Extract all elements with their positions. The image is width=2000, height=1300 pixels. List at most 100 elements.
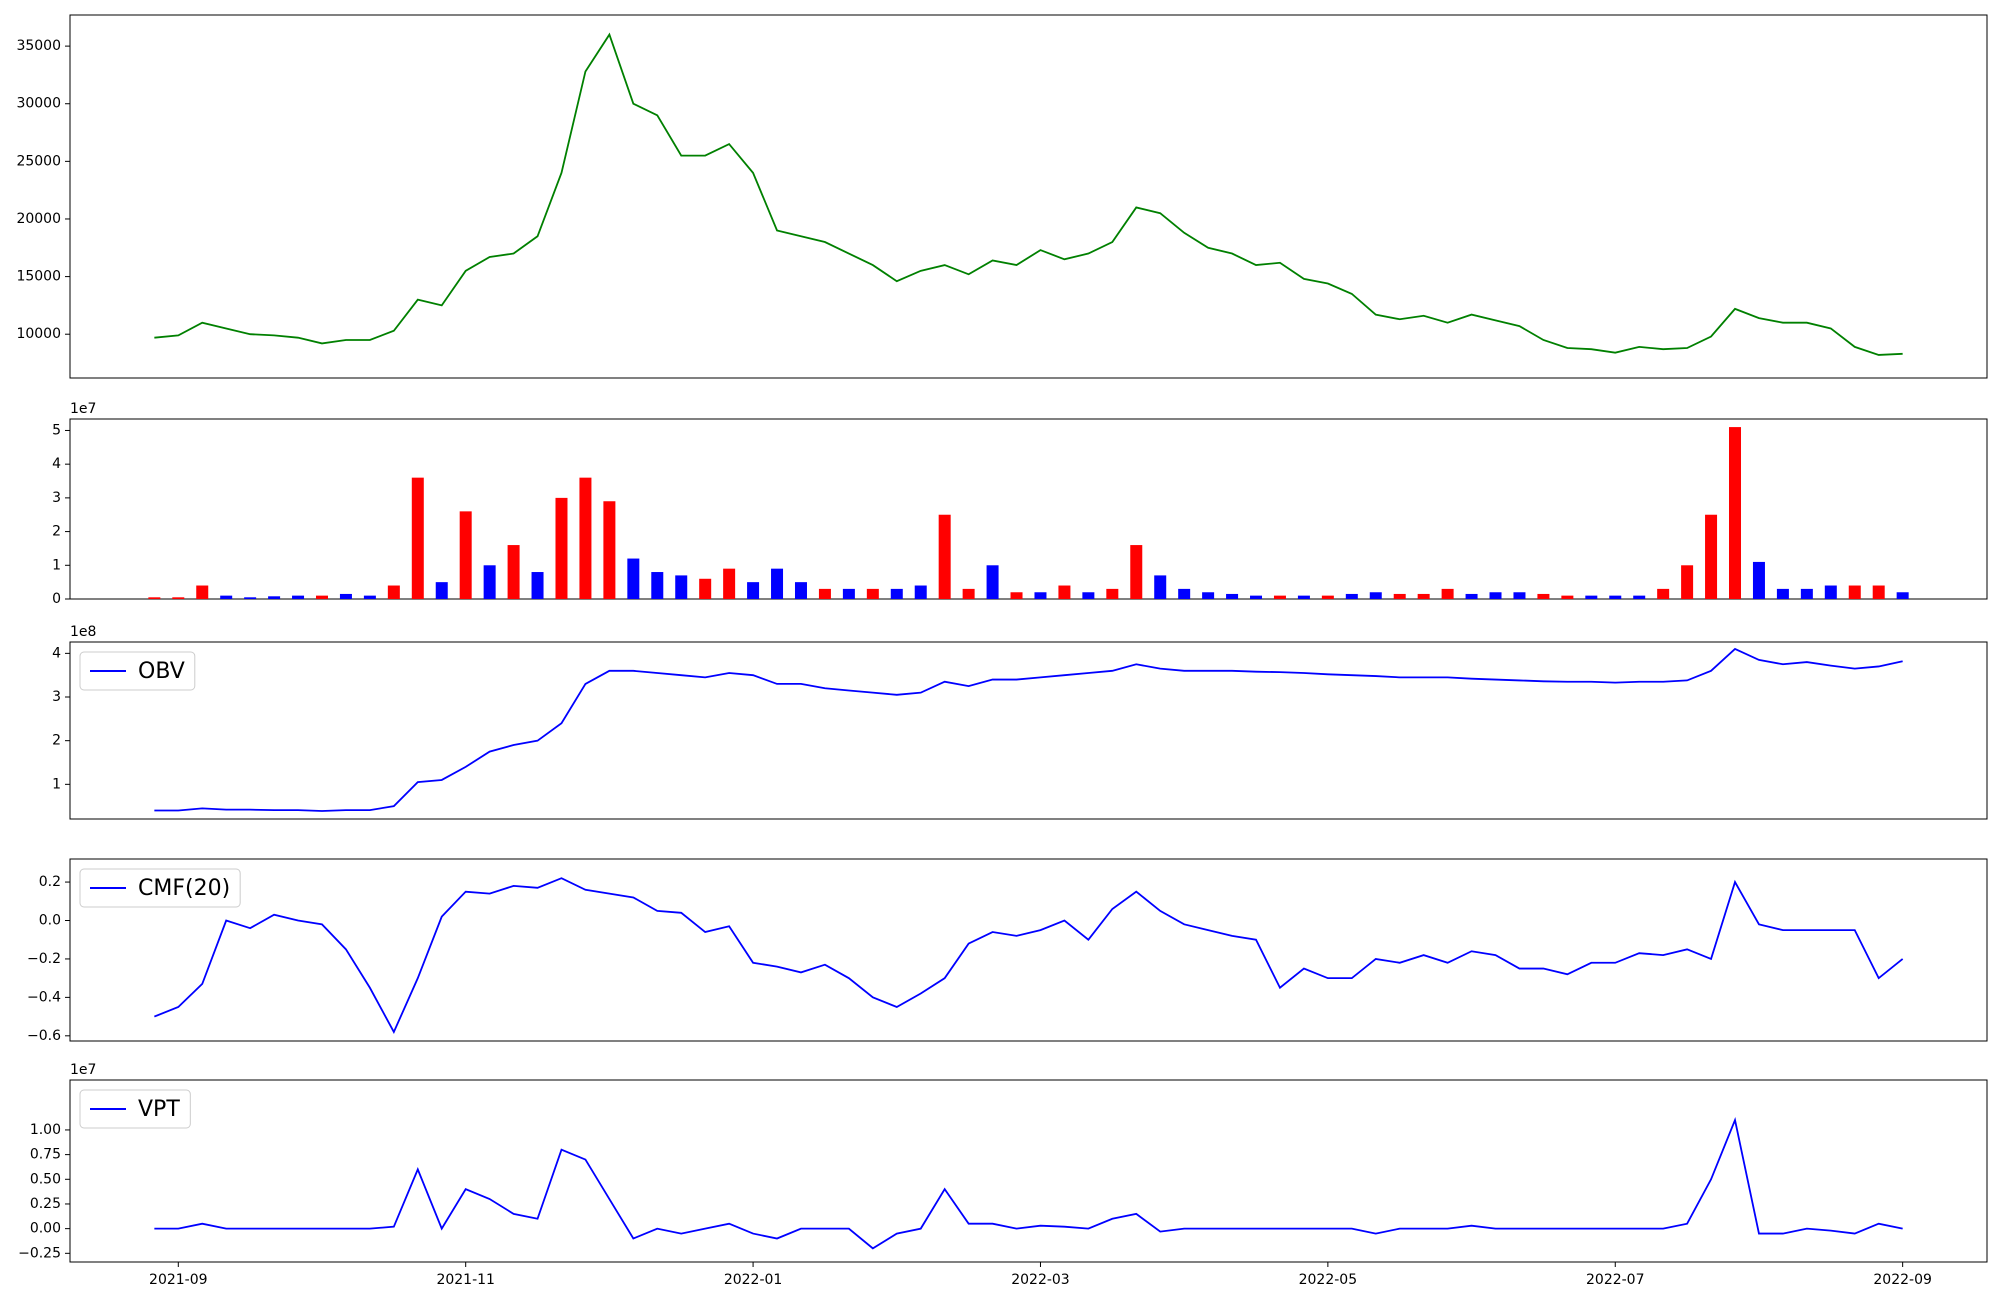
volume-bar — [1417, 593, 1430, 599]
axes-frame — [69, 418, 1988, 600]
series-line — [154, 647, 1903, 812]
y-tick-label: −0.4 — [27, 989, 61, 1005]
volume-bar — [387, 585, 400, 599]
y-tick-label: 0.25 — [30, 1196, 61, 1212]
y-tick-label: 0.50 — [30, 1171, 61, 1187]
volume-bar — [483, 565, 496, 599]
volume-bar — [747, 582, 760, 599]
legend-box — [79, 1089, 191, 1129]
y-tick-label: 0.00 — [30, 1221, 61, 1237]
volume-bar — [675, 575, 688, 599]
volume-bar — [1824, 585, 1837, 599]
volume-bar — [1537, 593, 1550, 599]
volume-bar — [1729, 427, 1742, 599]
y-tick-label: 1 — [52, 776, 61, 792]
volume-bar — [1058, 585, 1071, 599]
y-tick-label: 15000 — [16, 269, 61, 285]
y-tick-label: 2 — [52, 524, 61, 540]
volume-bar — [1609, 595, 1622, 599]
x-tick-label: 2022-09 — [1873, 1272, 1932, 1288]
volume-bar — [1657, 588, 1670, 599]
y-tick-label: 5 — [52, 422, 61, 438]
axes-frame — [69, 858, 1988, 1042]
volume-bar — [268, 596, 281, 599]
volume-bar — [699, 578, 712, 599]
y-tick-label: 4 — [52, 456, 61, 472]
y-tick-label: 1 — [52, 557, 61, 573]
legend-label: VPT — [138, 1097, 180, 1122]
y-tick-label: 0.2 — [39, 874, 61, 890]
volume-bar — [1393, 593, 1406, 599]
volume-bar — [1800, 588, 1813, 599]
volume-bar — [603, 501, 616, 599]
volume-bar — [1489, 592, 1502, 599]
volume-bar — [1154, 575, 1167, 599]
axes-frame — [69, 1079, 1988, 1263]
volume-bar — [1130, 545, 1143, 599]
volume-bar — [148, 597, 161, 599]
y-tick-label: −0.25 — [18, 1245, 61, 1261]
volume-bar — [962, 588, 975, 599]
volume-bar — [651, 572, 664, 599]
volume-bar — [1441, 588, 1454, 599]
volume-bar — [555, 497, 568, 599]
volume-bar — [842, 588, 855, 599]
volume-bar — [1896, 592, 1909, 599]
volume-bar — [459, 511, 472, 599]
volume-bar — [771, 568, 784, 599]
volume-bar — [1226, 593, 1239, 599]
volume-bar — [244, 597, 257, 599]
legend: VPT — [79, 1089, 191, 1129]
offset-label: 1e7 — [70, 1062, 96, 1078]
volume-bar — [794, 582, 807, 599]
volume-bar — [1585, 595, 1598, 599]
volume-bar — [172, 597, 185, 599]
x-tick-label: 2022-03 — [1011, 1272, 1070, 1288]
volume-bar — [627, 558, 640, 599]
legend-box — [79, 868, 241, 908]
series-line — [154, 32, 1903, 356]
volume-bar — [339, 593, 352, 599]
volume-bar — [1202, 592, 1215, 599]
volume-bar — [196, 585, 209, 599]
volume-bar — [1010, 592, 1023, 599]
offset-label: 1e7 — [70, 401, 96, 417]
legend: OBV — [79, 651, 196, 691]
volume-bar — [579, 477, 592, 599]
y-tick-label: 0.0 — [39, 912, 61, 928]
volume-bar — [1345, 593, 1358, 599]
volume-bar — [411, 477, 424, 599]
volume-bar — [1106, 588, 1119, 599]
volume-bar — [1872, 585, 1885, 599]
volume-bar — [1297, 595, 1310, 599]
x-tick-label: 2022-05 — [1299, 1272, 1358, 1288]
legend-box — [79, 651, 196, 691]
legend-label: CMF(20) — [138, 876, 230, 901]
series-line — [154, 877, 1904, 1035]
volume-bar — [1633, 595, 1646, 599]
legend-label: OBV — [138, 659, 185, 684]
y-tick-label: 30000 — [16, 96, 61, 112]
volume-bar — [1705, 514, 1718, 599]
volume-bar — [938, 514, 951, 599]
volume-bar — [363, 595, 376, 599]
volume-bar — [986, 565, 999, 599]
x-tick-label: 2022-07 — [1586, 1272, 1645, 1288]
y-tick-label: 4 — [52, 645, 61, 661]
y-tick-label: 10000 — [16, 326, 61, 342]
y-tick-label: −0.6 — [27, 1028, 61, 1044]
volume-bar — [1513, 592, 1526, 599]
y-tick-label: 35000 — [16, 38, 61, 54]
y-tick-label: −0.2 — [27, 951, 61, 967]
volume-bar — [1321, 595, 1334, 599]
volume-bar — [1681, 565, 1694, 599]
y-tick-label: 0.75 — [30, 1147, 61, 1163]
volume-bar — [1369, 592, 1382, 599]
volume-bar — [292, 595, 305, 599]
volume-bar — [1273, 595, 1286, 599]
x-tick-label: 2021-11 — [436, 1272, 495, 1288]
volume-bar — [818, 588, 831, 599]
axes-frame — [69, 641, 1988, 820]
y-tick-label: 2 — [52, 733, 61, 749]
